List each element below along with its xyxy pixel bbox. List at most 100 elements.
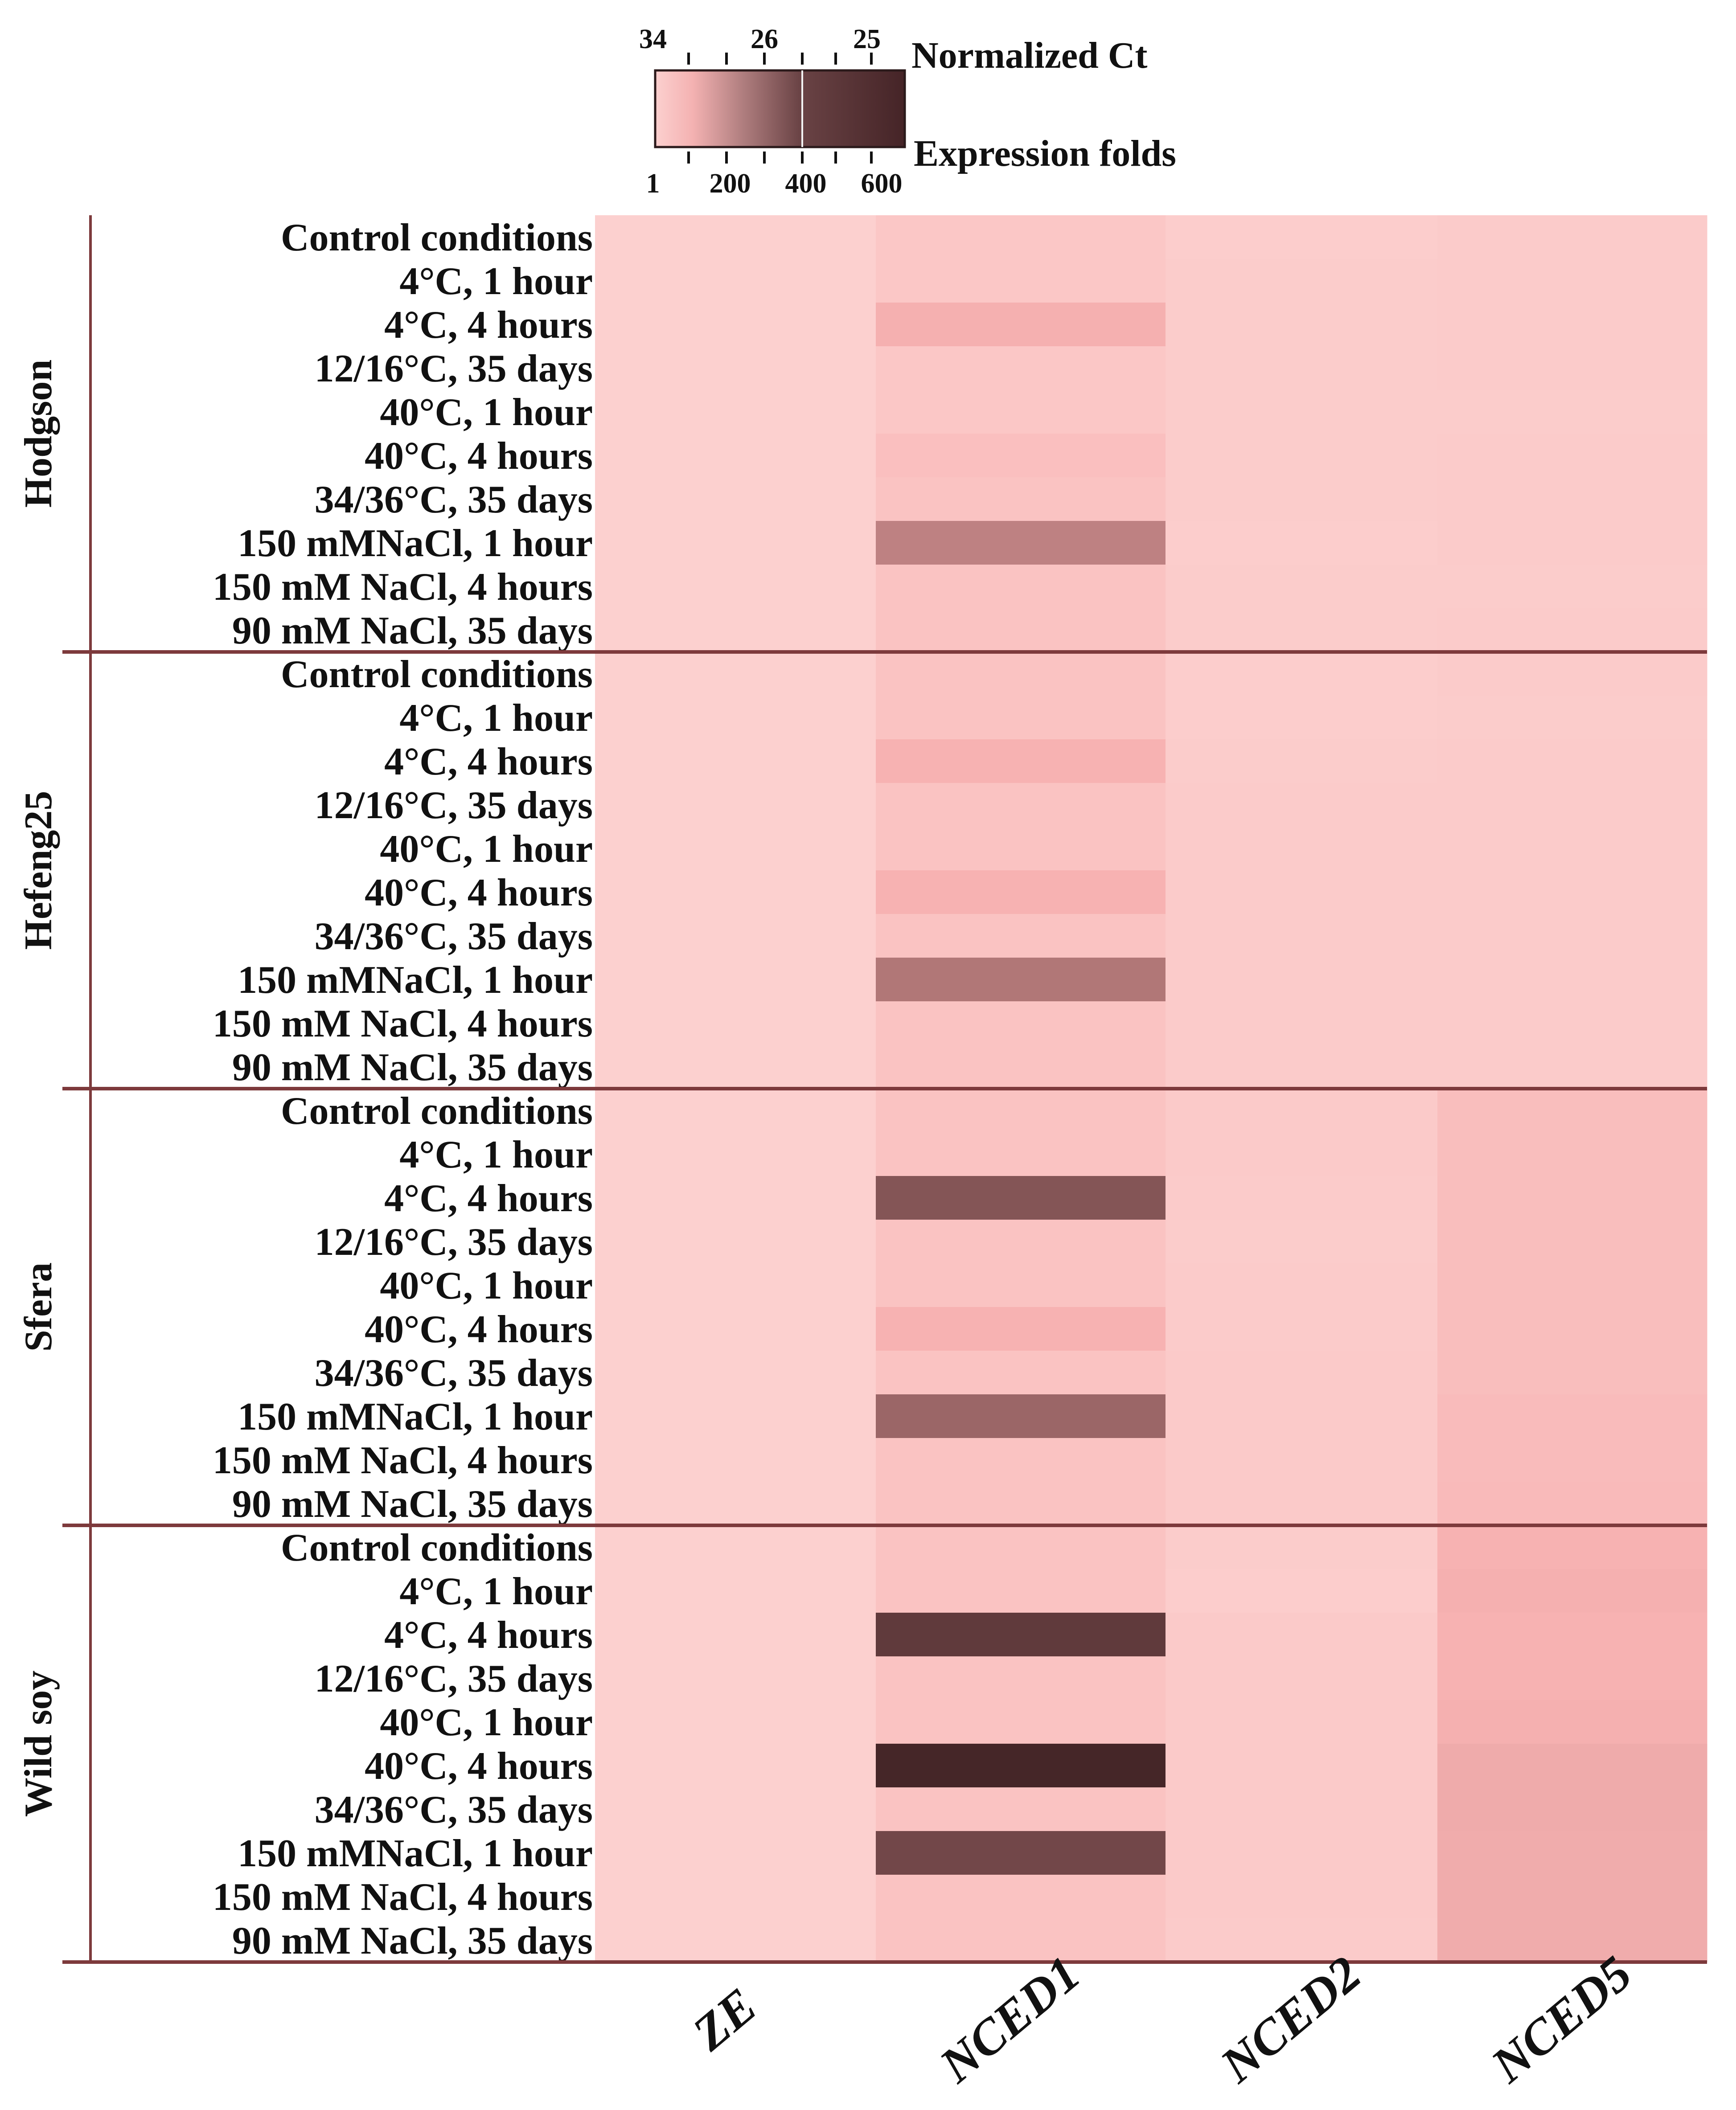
heatmap-cell bbox=[876, 477, 1166, 521]
group-labels: Hodgson Hefeng25 Sfera Wild soy bbox=[17, 360, 60, 1817]
heatmap-cell bbox=[876, 1875, 1166, 1919]
heatmap-cell bbox=[1437, 958, 1707, 1002]
heatmap-cell bbox=[595, 914, 876, 958]
heatmap-cell bbox=[1166, 914, 1438, 958]
heatmap-cell bbox=[1166, 1176, 1438, 1220]
legend-bottom-tick-label: 1 bbox=[646, 168, 660, 199]
row-label: 34/36°C, 35 days bbox=[315, 1352, 593, 1395]
heatmap-cell bbox=[1166, 1263, 1438, 1307]
heatmap-cell bbox=[1166, 1089, 1438, 1133]
heatmap-cell bbox=[595, 1831, 876, 1875]
heatmap-cell bbox=[1437, 390, 1707, 434]
row-label: 40°C, 1 hour bbox=[380, 391, 593, 434]
heatmap-cell bbox=[1166, 827, 1438, 871]
row-label: 40°C, 1 hour bbox=[380, 1264, 593, 1307]
column-labels: ZE NCED1 NCED2 NCED5 bbox=[682, 1946, 1642, 2094]
heatmap-cells bbox=[595, 215, 1707, 1963]
row-label: 90 mM NaCl, 35 days bbox=[232, 1046, 593, 1089]
heatmap-cell bbox=[1437, 739, 1707, 783]
heatmap-cell bbox=[595, 1132, 876, 1176]
heatmap-cell bbox=[1166, 1700, 1438, 1744]
row-label: 4°C, 1 hour bbox=[399, 1570, 593, 1613]
heatmap-cell bbox=[1166, 1831, 1438, 1875]
legend-bottom-tick-label: 400 bbox=[785, 168, 827, 199]
heatmap-cell bbox=[595, 1482, 876, 1526]
heatmap-cell bbox=[1166, 608, 1438, 652]
row-label: 34/36°C, 35 days bbox=[315, 915, 593, 958]
heatmap-cell bbox=[595, 215, 876, 259]
heatmap-cell bbox=[1437, 346, 1707, 390]
heatmap-cell bbox=[1166, 346, 1438, 390]
heatmap-cell bbox=[876, 914, 1166, 958]
row-label: 4°C, 4 hours bbox=[384, 740, 593, 783]
row-label: 4°C, 1 hour bbox=[399, 260, 593, 303]
heatmap-cell bbox=[1166, 696, 1438, 740]
heatmap-cell bbox=[595, 1220, 876, 1264]
heatmap-cell bbox=[876, 1613, 1166, 1657]
group-label: Hodgson bbox=[17, 360, 60, 508]
row-label: 40°C, 1 hour bbox=[380, 828, 593, 871]
heatmap-cell bbox=[1437, 1351, 1707, 1395]
group-label: Hefeng25 bbox=[17, 791, 60, 950]
heatmap-cell bbox=[595, 783, 876, 827]
heatmap-cell bbox=[595, 1569, 876, 1613]
heatmap-cell bbox=[1437, 259, 1707, 303]
heatmap-cell bbox=[876, 652, 1166, 696]
heatmap-cell bbox=[595, 1263, 876, 1307]
heatmap-cell bbox=[1166, 1482, 1438, 1526]
row-label: 40°C, 4 hours bbox=[365, 1308, 593, 1351]
heatmap-cell bbox=[876, 1656, 1166, 1700]
heatmap-cell bbox=[876, 827, 1166, 871]
heatmap-cell bbox=[595, 958, 876, 1002]
heatmap-cell bbox=[1437, 783, 1707, 827]
heatmap-cell bbox=[1166, 1744, 1438, 1788]
heatmap-cell bbox=[1437, 1394, 1707, 1438]
row-label: 40°C, 4 hours bbox=[365, 871, 593, 914]
heatmap-cell bbox=[1437, 1220, 1707, 1264]
group-label: Wild soy bbox=[17, 1671, 60, 1817]
heatmap-cell bbox=[595, 827, 876, 871]
heatmap-cell bbox=[876, 215, 1166, 259]
heatmap-cell bbox=[595, 1787, 876, 1831]
row-label: 4°C, 4 hours bbox=[384, 1614, 593, 1657]
heatmap-cell bbox=[1437, 1307, 1707, 1351]
heatmap-cell bbox=[876, 1438, 1166, 1482]
row-label: 40°C, 1 hour bbox=[380, 1701, 593, 1744]
heatmap-cell bbox=[1166, 1220, 1438, 1264]
heatmap-cell bbox=[595, 1744, 876, 1788]
column-label: ZE bbox=[682, 1978, 767, 2061]
row-label: 12/16°C, 35 days bbox=[315, 1221, 593, 1264]
row-label: 90 mM NaCl, 35 days bbox=[232, 1483, 593, 1526]
heatmap-cell bbox=[1437, 1001, 1707, 1045]
heatmap-cell bbox=[595, 1089, 876, 1133]
heatmap-cell bbox=[1166, 434, 1438, 478]
heatmap-cell bbox=[1437, 1787, 1707, 1831]
heatmap-cell bbox=[876, 1482, 1166, 1526]
heatmap-cell bbox=[876, 1220, 1166, 1264]
column-label: NCED5 bbox=[1481, 1946, 1642, 2094]
column-label: NCED2 bbox=[1210, 1946, 1371, 2094]
row-label: Control conditions bbox=[281, 1090, 593, 1133]
row-label: 150 mMNaCl, 1 hour bbox=[238, 522, 593, 565]
color-legend: 34 26 25 1 200 400 600 Normalized Ct Exp… bbox=[639, 24, 1176, 199]
heatmap-cell bbox=[1437, 914, 1707, 958]
heatmap-cell bbox=[1166, 390, 1438, 434]
heatmap-cell bbox=[1166, 215, 1438, 259]
heatmap-cell bbox=[1166, 739, 1438, 783]
heatmap-cell bbox=[1437, 870, 1707, 914]
group-label: Sfera bbox=[17, 1262, 60, 1352]
row-label: 12/16°C, 35 days bbox=[315, 784, 593, 827]
row-label: 150 mM NaCl, 4 hours bbox=[213, 1439, 593, 1482]
heatmap-cell bbox=[595, 346, 876, 390]
heatmap-cell bbox=[595, 652, 876, 696]
heatmap-cell bbox=[876, 783, 1166, 827]
heatmap-cell bbox=[1437, 1656, 1707, 1700]
heatmap-cell bbox=[876, 1700, 1166, 1744]
heatmap-cell bbox=[1437, 1875, 1707, 1919]
heatmap-cell bbox=[1437, 1089, 1707, 1133]
heatmap-cell bbox=[1166, 783, 1438, 827]
row-label: 34/36°C, 35 days bbox=[315, 1788, 593, 1831]
heatmap-cell bbox=[1166, 477, 1438, 521]
heatmap-cell bbox=[1437, 1831, 1707, 1875]
heatmap-cell bbox=[876, 870, 1166, 914]
